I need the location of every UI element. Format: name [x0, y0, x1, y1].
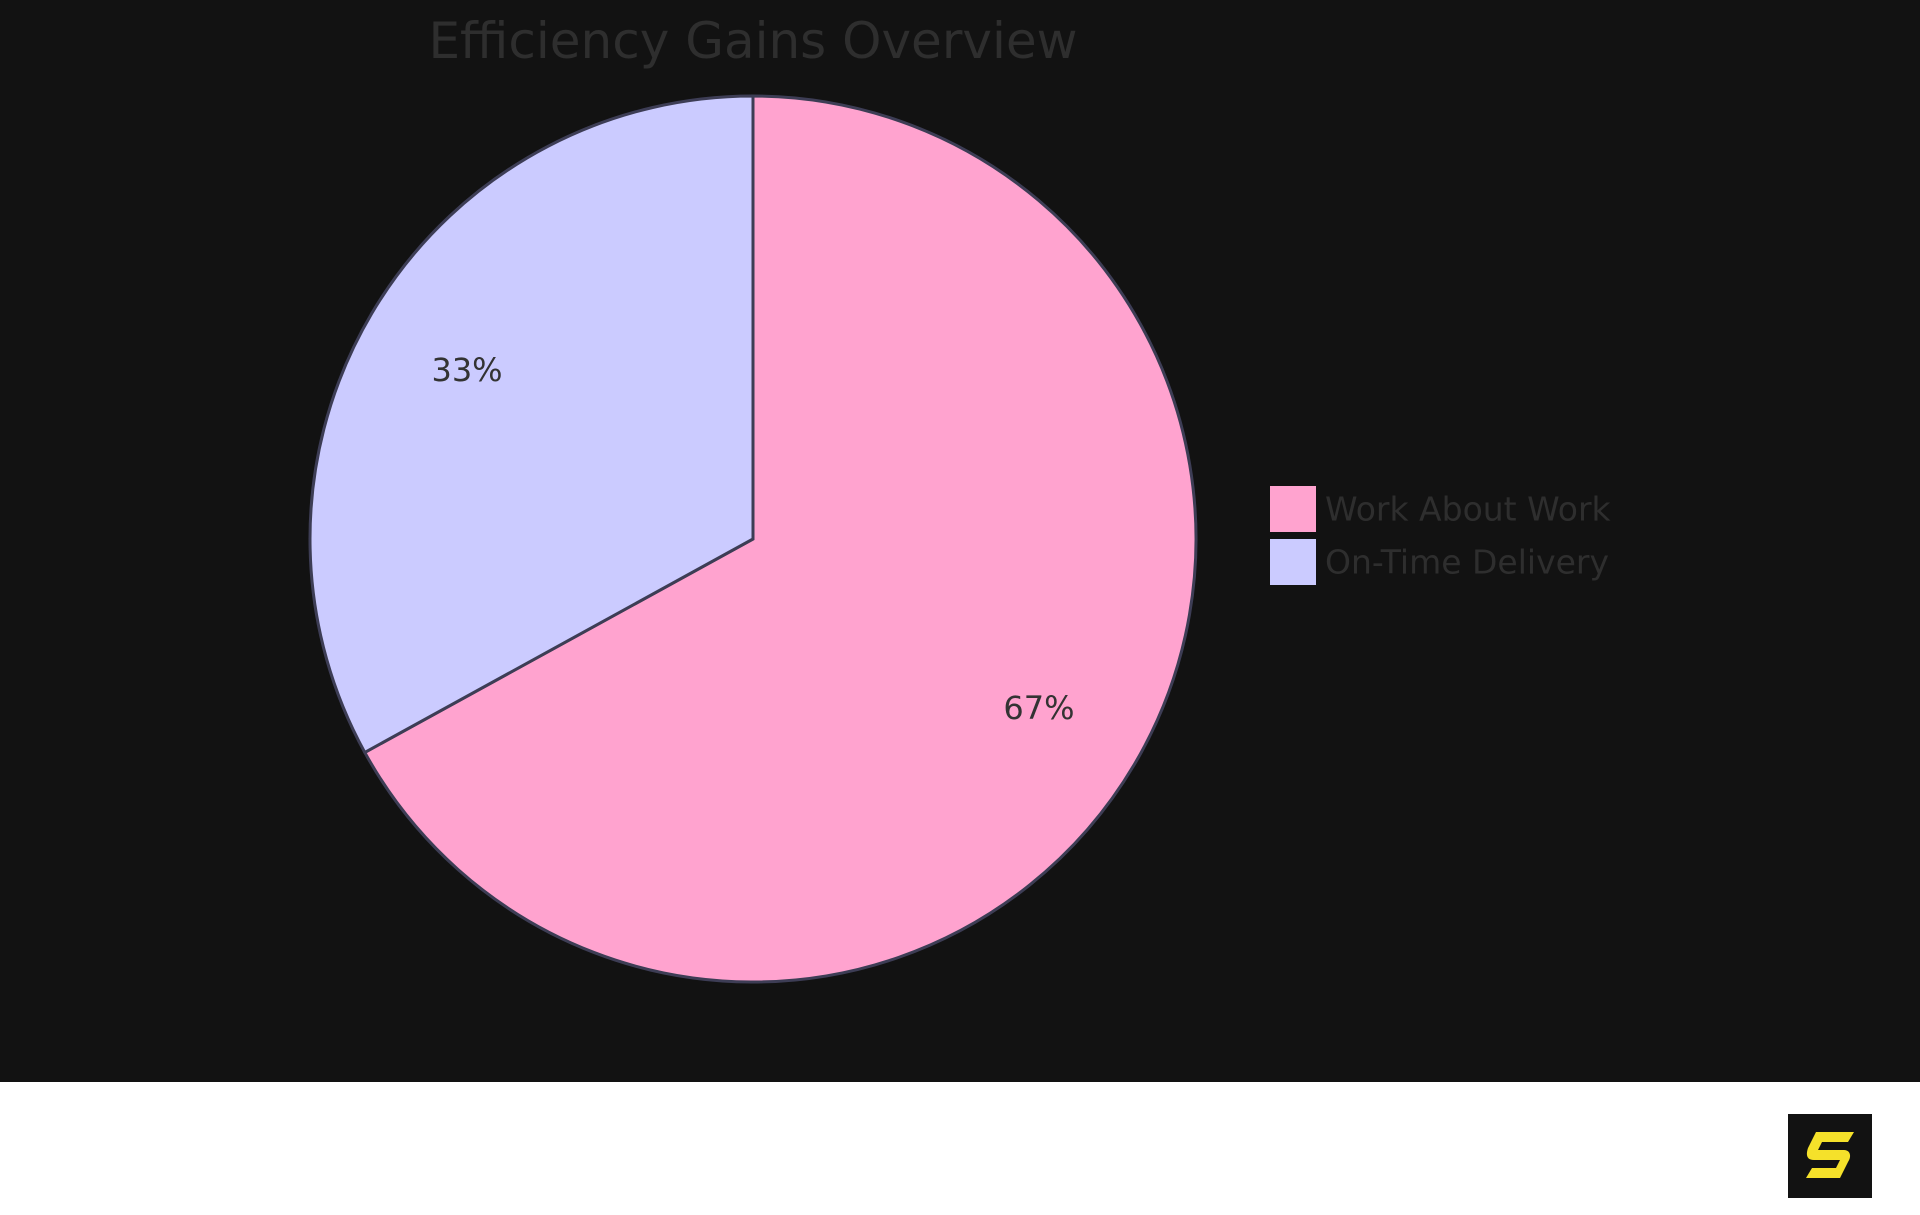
legend-label-work-about-work: Work About Work: [1325, 490, 1612, 529]
legend-swatch-on-time-delivery: [1270, 539, 1316, 585]
slice-label-on-time-delivery: 33%: [431, 351, 502, 389]
legend-label-on-time-delivery: On-Time Delivery: [1325, 543, 1609, 582]
pie-chart: Efficiency Gains Overview 67% 33% Work Ab…: [308, 12, 1612, 984]
pie-slice-work-about-work: [362, 94, 1198, 984]
legend: Work About Work On-Time Delivery: [1270, 486, 1612, 585]
pie-slices: [308, 94, 1198, 984]
chart-title: Efficiency Gains Overview: [428, 12, 1077, 70]
legend-swatch-work-about-work: [1270, 486, 1316, 532]
brand-s-logo-icon: [1788, 1114, 1872, 1198]
pie-slice-labels: 67% 33%: [431, 351, 1074, 727]
slice-label-work-about-work: 67%: [1003, 689, 1074, 727]
chart-panel: Efficiency Gains Overview 67% 33% Work Ab…: [0, 0, 1920, 1082]
pie-slice-on-time-delivery: [308, 94, 755, 755]
